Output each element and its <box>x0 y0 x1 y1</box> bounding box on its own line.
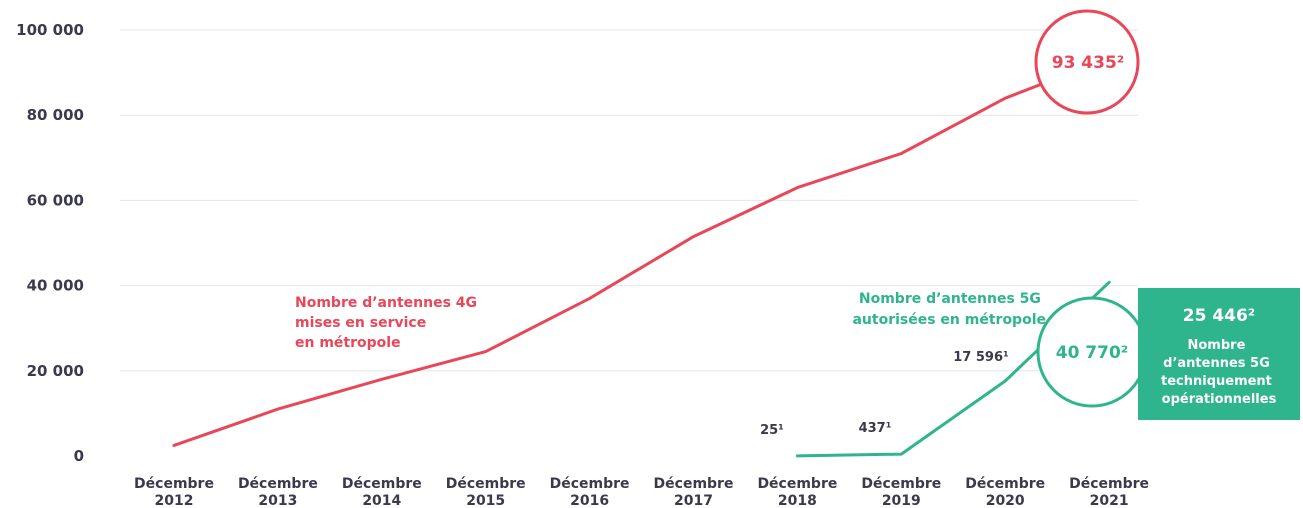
x-tick-label: Décembre 2018 <box>757 476 837 508</box>
point-label-2020: 17 596¹ <box>953 350 1008 365</box>
grid <box>120 29 1138 372</box>
operational-5g-value: 25 446² <box>1183 306 1256 326</box>
callout-4g-circle <box>1034 9 1140 115</box>
x-axis-ticks: Décembre 2012 Décembre 2013 Décembre 2014 Déce… <box>134 476 1149 508</box>
x-tick-label: Décembre 2012 <box>134 476 214 508</box>
series-4g-note-line-2: mises en service <box>295 315 426 331</box>
series-5g-note: Nombre d’antennes 5G autorisées en métro… <box>852 288 1046 328</box>
x-tick-label: Décembre 2014 <box>342 476 422 508</box>
y-tick-label: 20 000 <box>27 362 84 380</box>
y-tick-label: 40 000 <box>27 277 84 295</box>
series-5g-note-line-1: Nombre d’antennes 5G <box>859 291 1041 307</box>
point-label-2019: 437¹ <box>859 421 892 436</box>
operational-5g-caption: Nombre d’antennes 5G techniquement opéra… <box>1161 334 1277 407</box>
y-tick-label: 60 000 <box>27 191 84 209</box>
operational-5g-caption-line-3: techniquement <box>1161 374 1272 389</box>
operational-5g-caption-line-2: d’antennes 5G <box>1163 356 1270 371</box>
y-tick-label: 80 000 <box>27 106 84 124</box>
series-5g-note-line-2: autorisées en métropole <box>852 312 1046 328</box>
series-4g-note-line-1: Nombre d’antennes 4G <box>295 295 477 311</box>
series-lines <box>172 56 1111 458</box>
x-tick-label: Décembre 2017 <box>654 476 734 508</box>
callout-5g-label: 40 770² <box>1056 343 1129 363</box>
y-tick-label: 0 <box>74 447 84 465</box>
x-tick-label: Décembre 2020 <box>965 476 1045 508</box>
x-tick-label: Décembre 2016 <box>550 476 630 508</box>
callout-4g-label: 93 435² <box>1052 53 1125 73</box>
y-axis-ticks: 0 20 000 40 000 60 000 80 000 100 000 <box>16 21 84 465</box>
x-tick-label: Décembre 2013 <box>238 476 318 508</box>
point-label-2018: 25¹ <box>760 423 784 438</box>
operational-5g-caption-line-1: Nombre <box>1188 338 1246 353</box>
series-4g-note: Nombre d’antennes 4G mises en service en… <box>295 292 482 351</box>
series-4g-note-line-3: en métropole <box>295 335 401 351</box>
x-tick-label: Décembre 2019 <box>861 476 941 508</box>
operational-5g-caption-line-4: opérationnelles <box>1162 392 1277 407</box>
y-tick-label: 100 000 <box>16 21 84 39</box>
x-tick-label: Décembre 2015 <box>446 476 526 508</box>
x-tick-label: Décembre 2021 <box>1069 476 1149 508</box>
operational-5g-box <box>1138 288 1300 420</box>
series-line-0 <box>172 56 1111 447</box>
